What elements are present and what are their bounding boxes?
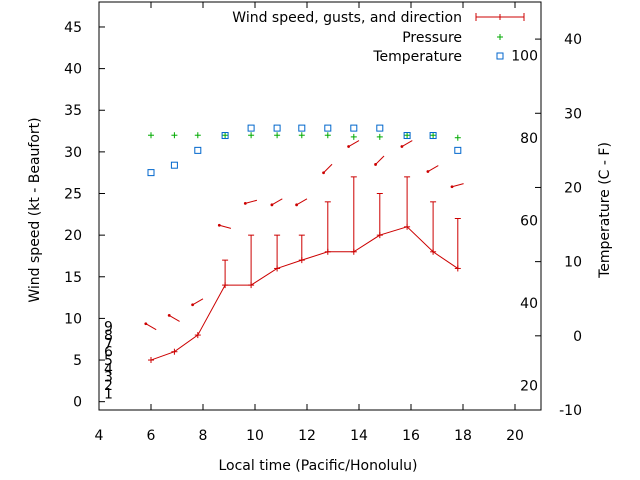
wind-direction-arrow [145, 323, 157, 331]
x-tick-label: 16 [402, 428, 420, 444]
wind-direction-arrowhead [374, 163, 377, 166]
wind-direction-arrowhead [144, 322, 148, 326]
wind-direction-arrow [323, 163, 333, 174]
fahrenheit-label: 100 [511, 49, 538, 65]
plot-series [144, 124, 464, 364]
plot-frame [98, 1, 542, 411]
wind-direction-arrow [427, 165, 439, 172]
wind-direction-arrowhead [295, 203, 299, 207]
temperature-point [454, 146, 462, 154]
plot-axes: 4 6 8 10 12 14 16 18 200510152025303540451234567… [64, 1, 582, 444]
y-axis-label-right: Temperature (C - F) [597, 142, 613, 279]
temperature-point [298, 124, 306, 132]
wind-direction-arrow [245, 199, 258, 204]
x-tick-label: 10 [246, 428, 264, 444]
temperature-point [429, 132, 437, 140]
temperature-point [221, 132, 229, 140]
fahrenheit-label: 80 [520, 131, 538, 147]
legend-temperature-swatch [496, 52, 504, 60]
legend-label: Temperature [372, 49, 462, 65]
chart-legend: Wind speed, gusts, and direction Pressure… [232, 10, 525, 65]
y-left-tick-label: 10 [64, 311, 82, 327]
beaufort-label: 2 [104, 378, 113, 394]
temperature-point [376, 124, 384, 132]
y-left-tick-label: 0 [73, 395, 82, 411]
beaufort-label: 8 [104, 328, 113, 344]
temperature-point [247, 124, 255, 132]
temperature-point [147, 169, 155, 177]
wind-speed-line [150, 226, 459, 361]
wind-direction-arrowhead [426, 170, 430, 173]
temperature-point [194, 146, 202, 154]
legend-label: Pressure [402, 30, 462, 46]
temperature-point [403, 132, 411, 140]
y-left-tick-label: 40 [64, 62, 82, 78]
wind-direction-arrow [192, 298, 204, 306]
wind-direction-arrow [401, 140, 413, 147]
y-left-tick-label: 45 [64, 20, 82, 36]
wind-direction-arrowhead [217, 223, 221, 227]
beaufort-label: 1 [104, 386, 113, 402]
wind-direction-arrowhead [400, 145, 404, 148]
temperature-point [350, 124, 358, 132]
y-right-tick-label: 20 [564, 180, 582, 196]
fahrenheit-label: 60 [520, 213, 538, 229]
legend-label: Wind speed, gusts, and direction [232, 10, 462, 26]
wind-direction-arrow [219, 224, 232, 229]
wind-direction-arrowhead [191, 303, 195, 307]
wind-direction-arrowhead [450, 185, 454, 189]
y-left-tick-label: 15 [64, 270, 82, 286]
y-right-tick-label: 40 [564, 32, 582, 48]
wind-direction-arrow [375, 155, 385, 165]
y-axis-label-left: Wind speed (kt - Beaufort) [27, 117, 43, 302]
y-left-tick-label: 25 [64, 187, 82, 203]
wind-direction-arrow [451, 183, 464, 188]
wind-direction-arrow [168, 314, 180, 322]
beaufort-label: 9 [104, 320, 113, 336]
wind-direction-arrow [296, 198, 308, 206]
temperature-point [324, 124, 332, 132]
x-tick-label: 18 [454, 428, 472, 444]
beaufort-label: 4 [104, 361, 113, 377]
x-tick-label: 14 [350, 428, 368, 444]
x-tick-label: 20 [506, 428, 524, 444]
wind-direction-arrowhead [167, 314, 171, 317]
wind-direction-arrowhead [322, 171, 325, 175]
beaufort-label: 3 [104, 370, 113, 386]
y-right-tick-label: -10 [559, 403, 582, 419]
wind-direction-arrowhead [243, 201, 247, 205]
wind-direction-arrow [348, 140, 360, 147]
wind-direction-arrowhead [347, 145, 351, 148]
x-tick-label: 4 [95, 428, 104, 444]
y-left-tick-label: 35 [64, 103, 82, 119]
y-right-tick-label: 0 [573, 329, 582, 345]
y-left-tick-label: 30 [64, 145, 82, 161]
beaufort-label: 7 [104, 336, 113, 352]
y-right-tick-label: 10 [564, 255, 582, 271]
beaufort-label: 5 [104, 353, 113, 369]
y-left-tick-label: 5 [73, 353, 82, 369]
fahrenheit-label: 20 [520, 378, 538, 394]
x-tick-label: 6 [147, 428, 156, 444]
wind-direction-arrowhead [270, 203, 274, 207]
wind-direction-arrow [271, 198, 283, 206]
x-tick-label: 8 [199, 428, 208, 444]
fahrenheit-label: 40 [520, 296, 538, 312]
y-right-tick-label: 30 [564, 106, 582, 122]
x-tick-label: 12 [298, 428, 316, 444]
x-axis-label: Local time (Pacific/Honolulu) [218, 458, 417, 474]
temperature-point [170, 161, 178, 169]
temperature-point [273, 124, 281, 132]
beaufort-label: 6 [104, 345, 113, 361]
y-left-tick-label: 20 [64, 228, 82, 244]
